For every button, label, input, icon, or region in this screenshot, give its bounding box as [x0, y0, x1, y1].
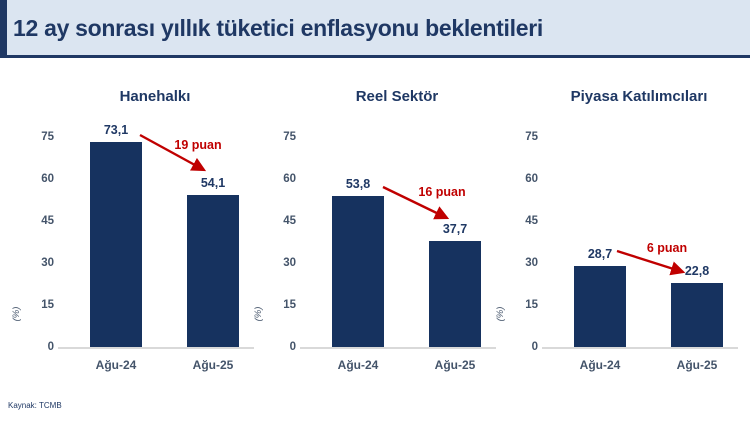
- x-axis-label: Ağu-24: [337, 358, 379, 372]
- x-axis-label: Ağu-25: [192, 358, 234, 372]
- bar-Ağu-24: [332, 195, 384, 347]
- bar-value-label: 37,7: [442, 222, 468, 237]
- bar-value-label: 22,8: [684, 264, 710, 278]
- chart-panel-1: Hanehalkı 75 60 45 30 15 0 (%) 73,1 Ağu-24 54,1 Ağu…: [10, 85, 260, 401]
- axis-baseline: [58, 347, 254, 349]
- bar-Ağu-24: [574, 266, 626, 347]
- change-label: 19 puan: [174, 138, 222, 152]
- chart-title: Reel Sektör: [355, 88, 439, 105]
- bar-Ağu-25: [187, 195, 239, 347]
- y-axis-tick: 15: [283, 299, 296, 311]
- x-axis-label: Ağu-25: [434, 358, 476, 372]
- y-axis-tick: 30: [283, 257, 296, 269]
- page-title: 12 ay sonrası yıllık tüketici enflasyonu…: [13, 15, 543, 41]
- bar-value-label: 28,7: [587, 247, 613, 262]
- y-axis-tick: 0: [289, 341, 296, 353]
- bar-Ağu-25: [429, 241, 481, 347]
- bar-value-label: 54,1: [200, 176, 226, 191]
- chart-panel-2: Reel Sektör 75 60 45 30 15 0 (%) 53,8 Ağu-24 37,7 A…: [252, 85, 502, 401]
- y-axis-tick: 75: [525, 131, 538, 143]
- x-axis-label: Ağu-24: [95, 358, 137, 372]
- axis-baseline: [542, 347, 738, 349]
- change-arrow: [382, 185, 450, 220]
- source-note: Kaynak: TCMB: [8, 401, 62, 410]
- y-axis-tick: 75: [283, 131, 296, 143]
- title-bar: 12 ay sonrası yıllık tüketici enflasyonu…: [0, 0, 750, 58]
- header-accent-stripe: [0, 0, 7, 55]
- y-axis-tick: 45: [283, 215, 296, 227]
- bar-Ağu-25: [671, 283, 723, 347]
- y-axis-tick: 15: [41, 299, 54, 311]
- y-axis-tick: 60: [525, 173, 538, 185]
- y-axis-tick: 75: [41, 131, 54, 143]
- bar-value-label: 73,1: [103, 122, 129, 137]
- y-axis-tick: 30: [41, 257, 54, 269]
- y-axis-tick: 0: [47, 341, 54, 353]
- chart-title: Hanehalkı: [119, 88, 191, 105]
- x-axis-label: Ağu-24: [579, 358, 621, 372]
- change-arrow: [139, 133, 207, 172]
- chart-title: Piyasa Katılımcıları: [570, 88, 708, 105]
- bar-Ağu-24: [90, 141, 142, 347]
- y-axis-tick: 45: [41, 215, 54, 227]
- x-axis-label: Ağu-25: [676, 358, 718, 372]
- y-axis-tick: 0: [531, 341, 538, 353]
- y-axis-tick: 45: [525, 215, 538, 227]
- change-label: 16 puan: [418, 185, 466, 199]
- y-axis-tick: 60: [41, 173, 54, 185]
- bar-value-label: 53,8: [345, 176, 371, 191]
- y-axis-tick: 15: [525, 299, 538, 311]
- y-axis-tick: 30: [525, 257, 538, 269]
- y-axis-tick: 60: [283, 173, 296, 185]
- change-arrow: [616, 249, 686, 276]
- axis-baseline: [300, 347, 496, 349]
- chart-panel-3: Piyasa Katılımcıları 75 60 45 30 15 0 (%) 28,7 Ağ…: [494, 85, 744, 401]
- change-label: 6 puan: [646, 241, 688, 255]
